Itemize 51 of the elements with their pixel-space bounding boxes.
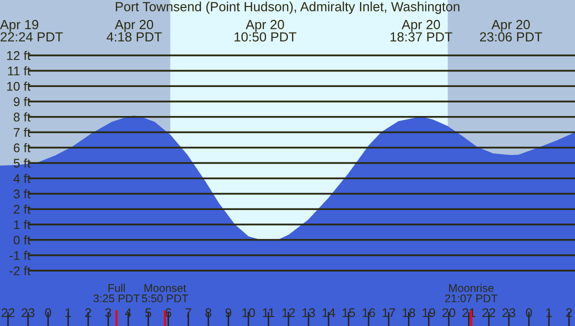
x-tick-label: 0 xyxy=(45,308,52,318)
x-tick-label: 2 xyxy=(566,308,572,318)
y-tick-label: 10 ft xyxy=(7,82,30,91)
x-tick-label: 22 xyxy=(2,308,14,318)
x-tick-label: 23 xyxy=(502,308,516,318)
x-tick-label: 0 xyxy=(526,308,532,318)
y-tick-label: 8 ft xyxy=(14,112,30,122)
chart-title: Port Townsend (Point Hudson), Admiralty Inlet, Washington xyxy=(116,2,460,14)
x-tick-label: 14 xyxy=(322,308,336,318)
x-tick-label: 15 xyxy=(342,308,356,318)
annotation: Apr 20 4:18 PDT xyxy=(106,20,162,42)
x-tick-label: 5 xyxy=(145,308,152,318)
x-tick-label: 18 xyxy=(402,308,416,318)
ref-line-label: Moonset 5:50 PDT xyxy=(142,284,188,302)
annotation: Apr 20 18:37 PDT xyxy=(390,20,452,42)
x-tick-label: 22 xyxy=(482,308,496,318)
x-tick-label: 12 xyxy=(282,308,295,318)
x-tick-label: 3 xyxy=(105,308,112,318)
y-tick-label: -2 ft xyxy=(10,266,30,276)
x-tick-label: 4 xyxy=(125,308,132,318)
x-tick-label: 19 xyxy=(422,308,436,318)
ref-line-label: Moonrise 21:07 PDT xyxy=(445,284,498,302)
x-tick-label: 20 xyxy=(442,308,456,318)
x-tick-label: 1 xyxy=(546,308,552,318)
annotation: Apr 19 22:24 PDT xyxy=(0,20,63,42)
x-tick-label: 16 xyxy=(362,308,376,318)
y-tick-label: 1 ft xyxy=(14,220,30,230)
x-tick-label: 23 xyxy=(22,308,34,318)
x-tick-label: 7 xyxy=(185,308,192,318)
y-tick-label: 9 ft xyxy=(14,96,30,106)
x-tick-label: 11 xyxy=(262,308,274,318)
y-tick-label: 5 ft xyxy=(14,158,30,168)
y-tick-label: -1 ft xyxy=(10,250,30,260)
x-tick-label: 9 xyxy=(226,308,232,318)
ref-line-label: Full 3:25 PDT xyxy=(93,284,140,302)
x-tick-label: 2 xyxy=(85,308,91,318)
y-tick-label: 11 ft xyxy=(8,66,30,76)
y-tick-label: 12 ft xyxy=(7,50,30,60)
y-tick-label: 2 ft xyxy=(14,204,30,214)
x-tick-label: 17 xyxy=(382,308,395,318)
y-tick-label: 0 ft xyxy=(14,235,30,245)
x-tick-label: 8 xyxy=(205,308,212,318)
x-tick-label: 13 xyxy=(302,308,315,318)
annotation: Apr 20 10:50 PDT xyxy=(234,20,296,42)
x-tick-label: 10 xyxy=(242,308,255,318)
y-tick-label: 7 ft xyxy=(14,128,30,137)
y-tick-label: 4 ft xyxy=(13,174,30,184)
x-tick-label: 1 xyxy=(66,308,71,318)
y-tick-label: 3 ft xyxy=(14,189,30,198)
y-tick-label: 6 ft xyxy=(14,143,30,152)
annotation: Apr 20 23:06 PDT xyxy=(480,20,542,42)
